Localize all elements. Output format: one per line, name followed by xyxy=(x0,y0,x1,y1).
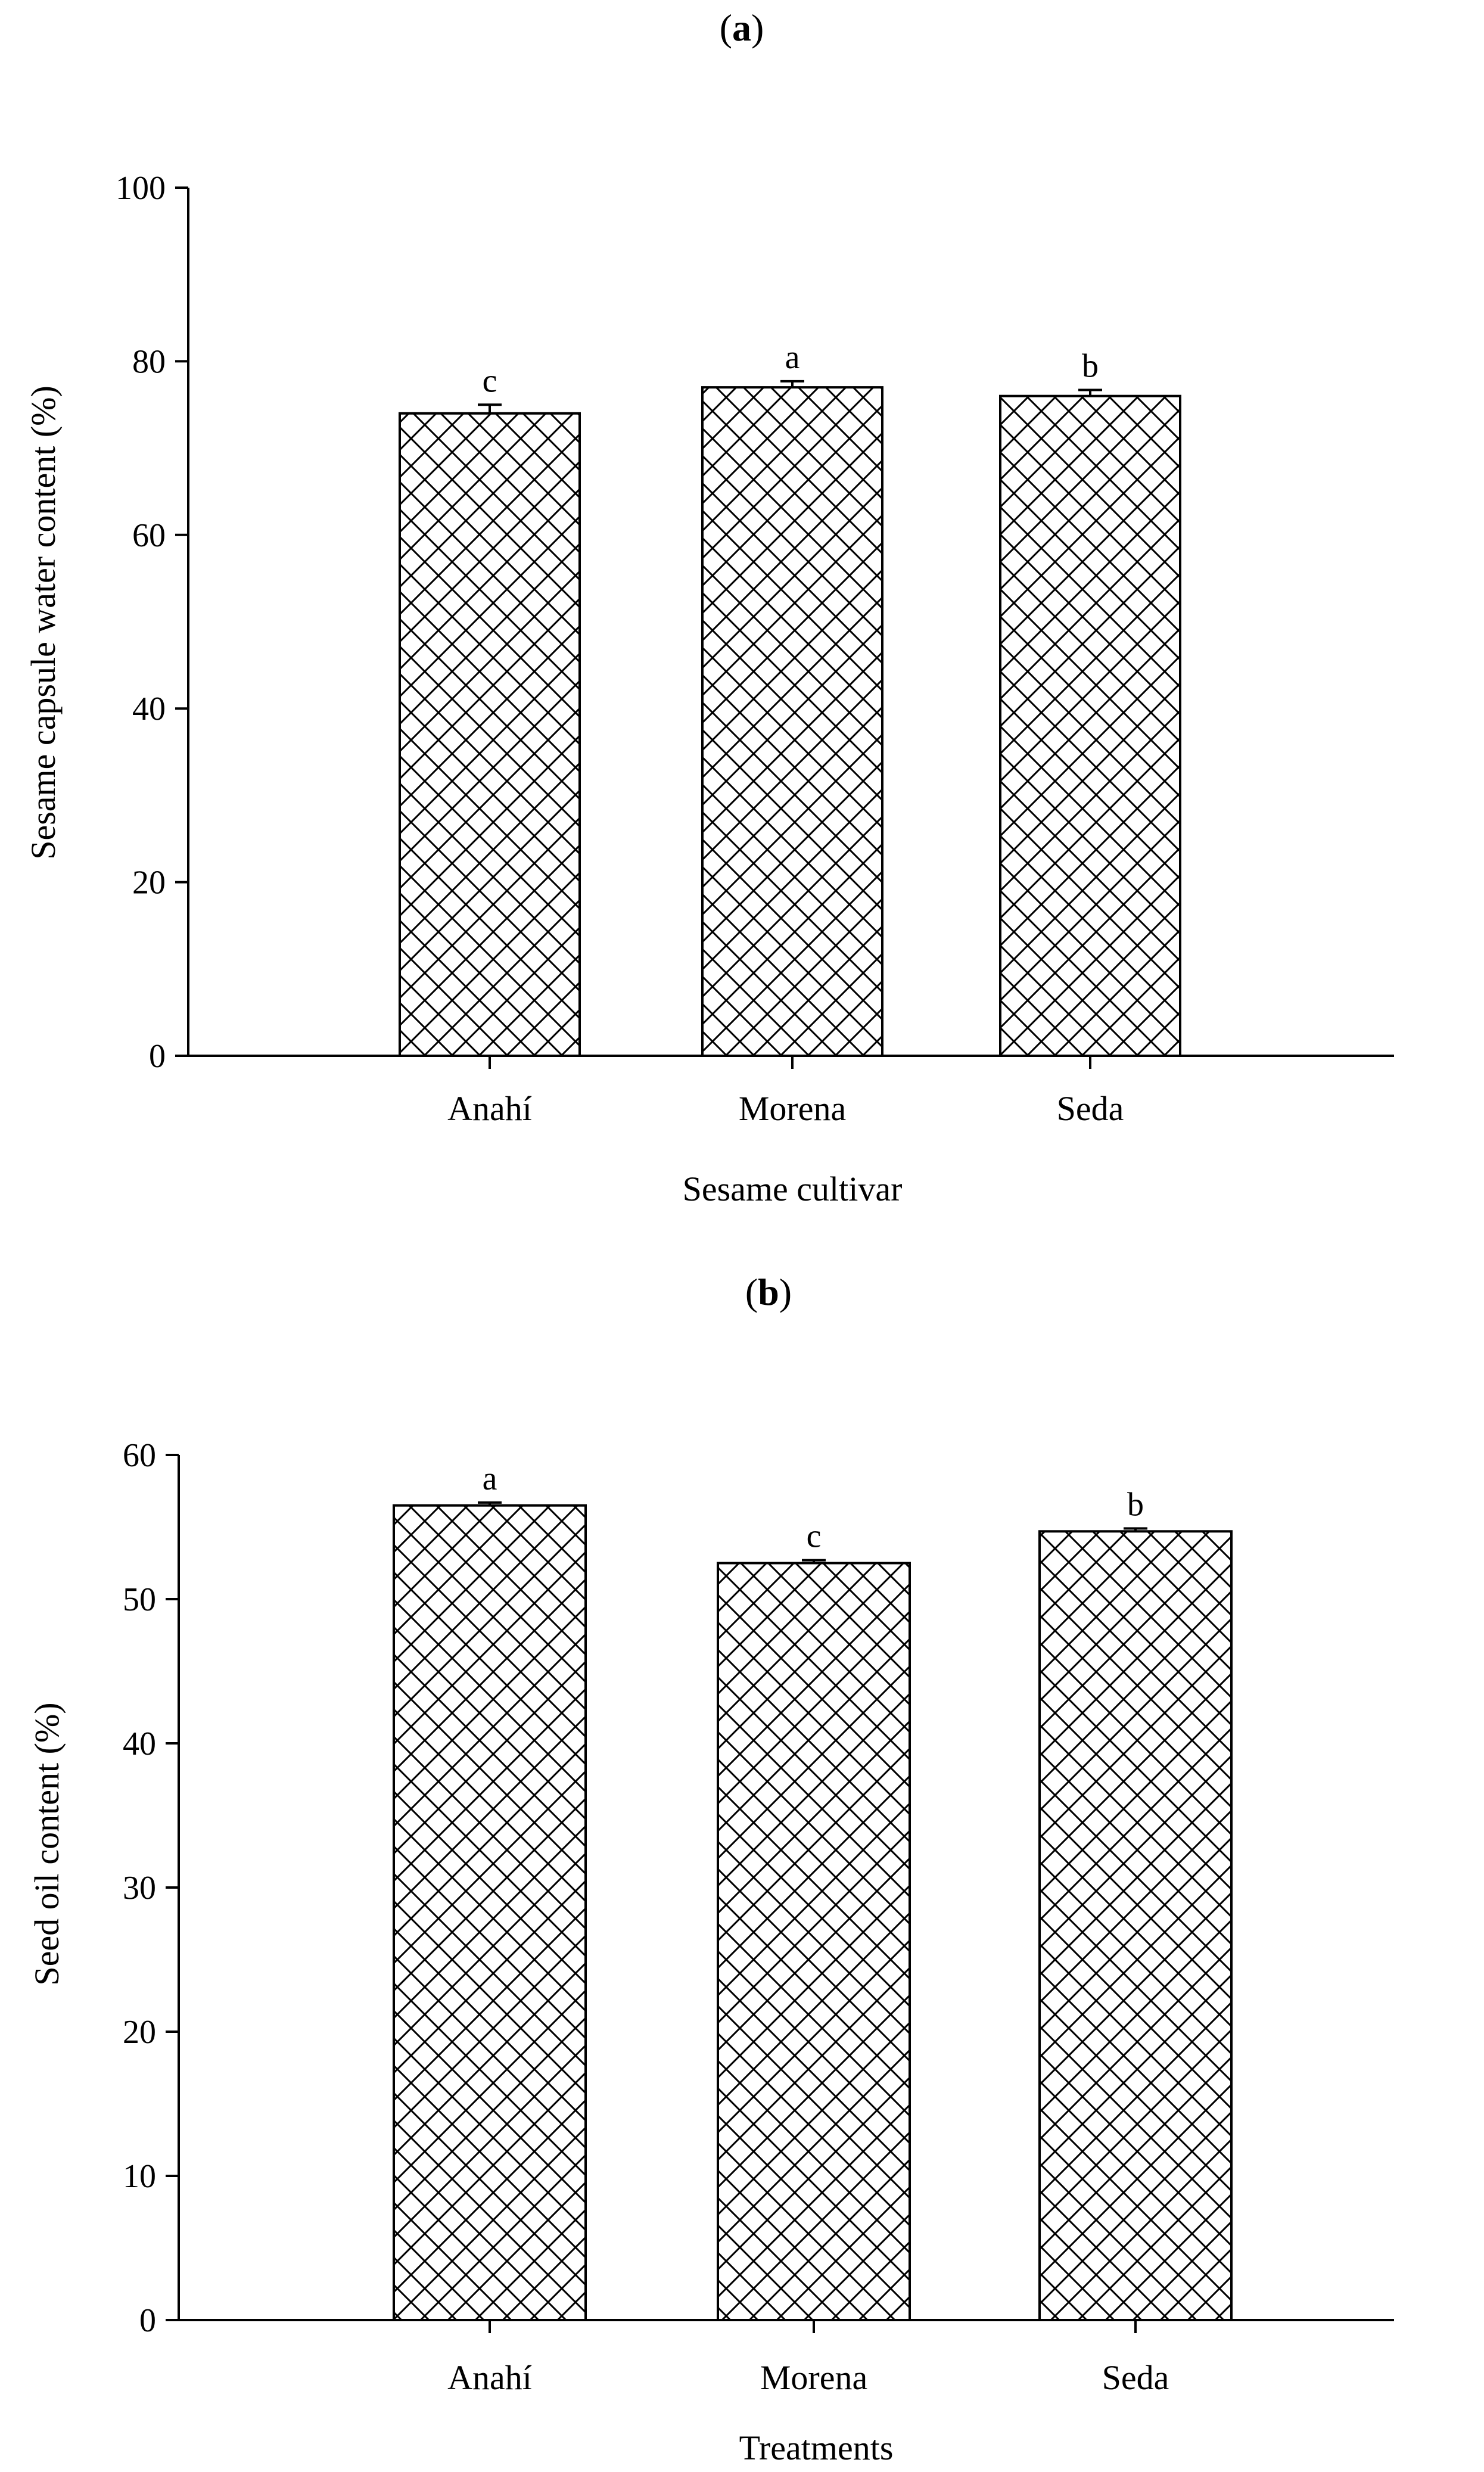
bars: ca b xyxy=(399,339,1181,1058)
y-axis-title: Seed oil content (%) xyxy=(27,1702,66,1985)
x-tick-label: Seda xyxy=(1057,1089,1124,1128)
significance-letter: a xyxy=(483,1460,497,1497)
y-tick-label: 60 xyxy=(123,1437,156,1474)
chart-panel-b: (b) Seed oil content (%) Treatments 0 10 2… xyxy=(27,1271,1394,2467)
y-tick-label: 40 xyxy=(123,1725,156,1762)
x-tick-label: Anahí xyxy=(447,2358,532,2397)
significance-letter: a xyxy=(785,339,800,376)
y-tick-label: 100 xyxy=(116,170,166,207)
bar xyxy=(393,1504,587,2321)
panel-label-b: (b) xyxy=(745,1271,792,1313)
chart-panel-a: (a) Sesame capsule water content (%) Ses… xyxy=(24,7,1394,1208)
x-axis-title: Treatments xyxy=(739,2429,894,2467)
y-tick-label: 60 xyxy=(132,517,166,554)
y-tick-label: 20 xyxy=(123,2014,156,2051)
y-tick-label: 10 xyxy=(123,2158,156,2195)
bar xyxy=(999,394,1181,1057)
panel-label-a: (a) xyxy=(720,7,764,49)
x-tick-label: Seda xyxy=(1102,2358,1169,2397)
y-ticks: 0 10 20 30 40 50 60 xyxy=(123,1437,179,2339)
y-tick-label: 0 xyxy=(139,2302,156,2339)
y-ticks: 0 20 40 60 80 100 xyxy=(116,170,188,1075)
y-tick-label: 0 xyxy=(149,1038,166,1075)
x-axis-title: Sesame cultivar xyxy=(683,1170,903,1208)
significance-letter: c xyxy=(483,362,497,399)
significance-letter: c xyxy=(807,1518,822,1555)
y-tick-label: 50 xyxy=(123,1581,156,1618)
x-tick-label: Morena xyxy=(760,2358,867,2397)
y-axis-title: Sesame capsule water content (%) xyxy=(24,385,63,860)
bar xyxy=(701,386,883,1057)
significance-letter: b xyxy=(1127,1486,1144,1523)
bar xyxy=(399,412,581,1058)
category-labels: Anahí Morena Seda xyxy=(447,2320,1169,2397)
y-tick-label: 20 xyxy=(132,865,166,901)
x-tick-label: Anahí xyxy=(447,1089,532,1128)
category-labels: Anahí Morena Seda xyxy=(447,1056,1124,1128)
y-tick-label: 40 xyxy=(132,691,166,727)
bars: a c b xyxy=(393,1460,1233,2321)
bar xyxy=(717,1562,911,2321)
bar xyxy=(1038,1530,1233,2321)
y-tick-label: 30 xyxy=(123,1870,156,1907)
x-tick-label: Morena xyxy=(739,1089,846,1128)
y-tick-label: 80 xyxy=(132,343,166,380)
significance-letter: b xyxy=(1082,347,1099,384)
